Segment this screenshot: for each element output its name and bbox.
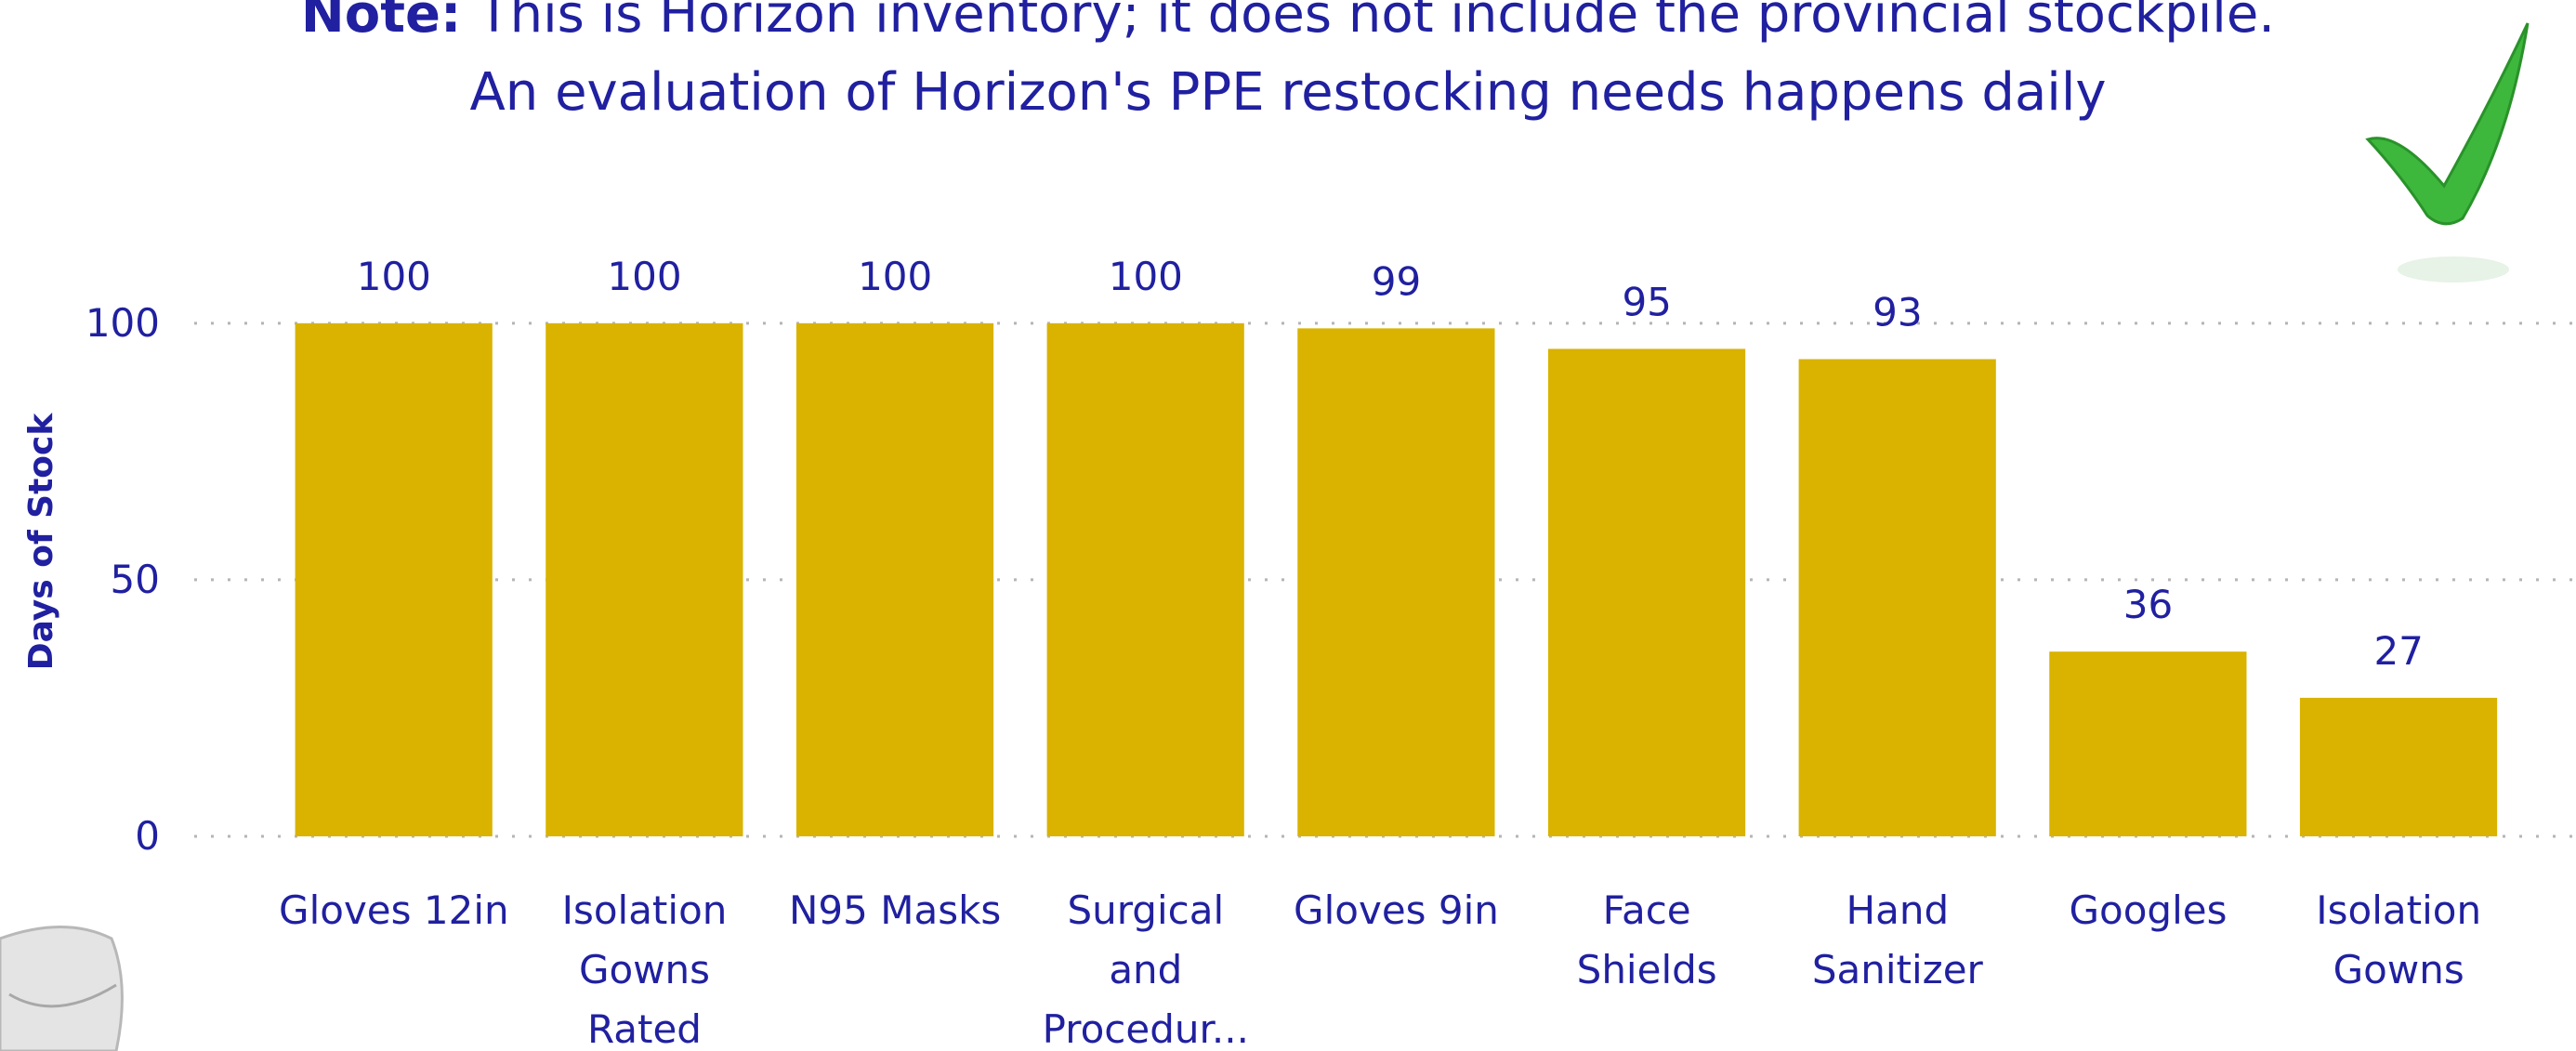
data-label: 27 [2373,628,2423,674]
y-tick-label: 100 [85,300,160,346]
data-label: 99 [1372,258,1421,304]
x-tick-label: Gloves 9in [1294,887,1499,933]
data-label: 93 [1873,289,1922,335]
bar [1547,348,1746,836]
bar [1046,322,1244,837]
y-axis-label: Days of Stock [22,413,60,671]
bar [545,322,743,837]
x-tick-label: Hand Sanitizer [1811,887,1983,992]
bar [2299,697,2498,836]
x-tick-label: N95 Masks [789,887,1002,933]
data-label: 36 [2123,582,2173,627]
bar [1297,328,1495,836]
y-tick-label: 0 [135,813,160,859]
title-text: This is Horizon inventory; it does not i… [477,0,2275,45]
data-label: 100 [607,254,681,299]
x-tick-label: Gloves 12in [279,887,509,933]
data-label: 95 [1622,279,1671,324]
chart-title: Note: This is Horizon inventory; it does … [301,0,2275,45]
x-tick-label: Isolation Gowns [2316,887,2482,992]
data-label: 100 [858,254,932,299]
title-label: Note: [301,0,461,45]
x-tick-label: Googles [2069,887,2228,933]
data-label: 100 [1109,254,1183,299]
y-tick-label: 50 [111,557,160,602]
data-label: 100 [357,254,431,299]
bar [795,322,994,837]
bar [1798,359,1996,836]
mask-icon [0,926,124,1051]
check-icon [2365,22,2530,282]
x-tick-label: Face Shields [1576,887,1717,992]
bar [295,322,493,837]
x-tick-label: Isolation Gowns Rated [561,887,728,1051]
chart-subtitle: An evaluation of Horizon's PPE restockin… [469,62,2106,123]
bar [2049,651,2247,836]
x-tick-label: Surgical and Procedur... [1042,887,1249,1051]
